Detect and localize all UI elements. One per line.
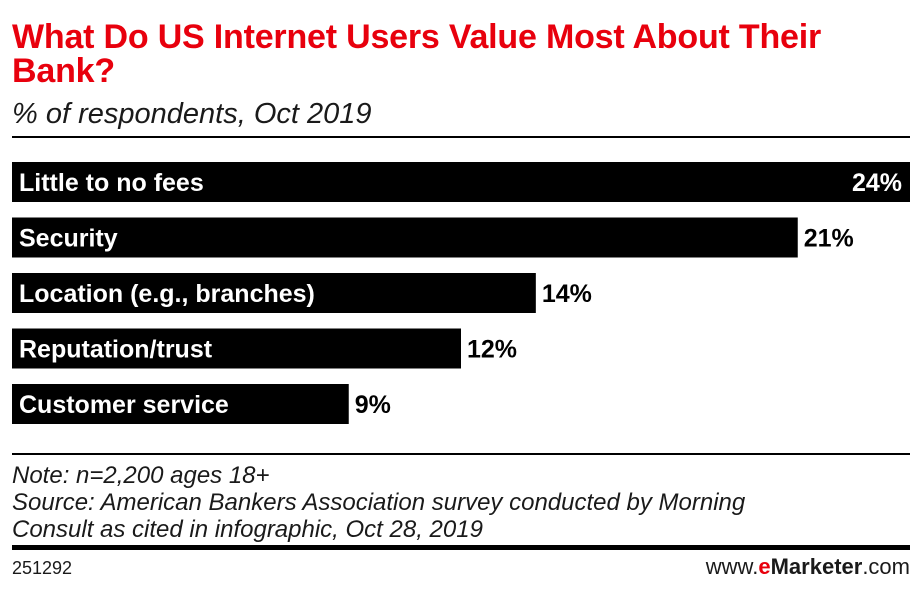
- footer-divider: [12, 545, 910, 550]
- category-label-location-e-g-branches: Location (e.g., branches): [19, 280, 315, 308]
- chart-id: 251292: [12, 558, 73, 578]
- brand-suffix: .com: [862, 554, 910, 579]
- notes-block: Note: n=2,200 ages 18+ Source: American …: [12, 462, 902, 543]
- value-label-customer-service: 9%: [355, 391, 391, 419]
- bar-location-e-g-branches: [12, 273, 536, 313]
- brand-name: Marketer: [770, 554, 863, 579]
- emarketer-logo: www.eMarketer.com: [706, 555, 910, 579]
- bar-reputation-trust: [12, 328, 461, 369]
- value-label-reputation-trust: 12%: [467, 336, 517, 364]
- sample-note: Note: n=2,200 ages 18+: [12, 462, 270, 489]
- value-label-location-e-g-branches: 14%: [542, 280, 592, 308]
- bar-customer-service: [12, 384, 349, 424]
- chart-title: What Do US Internet Users Value Most Abo…: [12, 18, 822, 90]
- bar-security: [12, 217, 798, 258]
- source-line-1: Source: American Bankers Association sur…: [12, 489, 746, 516]
- bar-little-to-no-fees: [12, 162, 910, 202]
- value-label-security: 21%: [804, 225, 854, 253]
- category-label-customer-service: Customer service: [19, 391, 229, 419]
- chart-subtitle: % of respondents, Oct 2019: [12, 98, 372, 130]
- notes-divider: [12, 453, 910, 455]
- brand-prefix: www.: [705, 554, 759, 579]
- category-label-security: Security: [19, 225, 118, 253]
- value-label-little-to-no-fees: 24%: [852, 169, 902, 197]
- top-divider: [12, 136, 910, 138]
- source-line-2: Consult as cited in infographic, Oct 28,…: [12, 516, 483, 543]
- brand-e: e: [758, 554, 771, 579]
- category-label-little-to-no-fees: Little to no fees: [19, 169, 204, 197]
- category-label-reputation-trust: Reputation/trust: [19, 336, 213, 364]
